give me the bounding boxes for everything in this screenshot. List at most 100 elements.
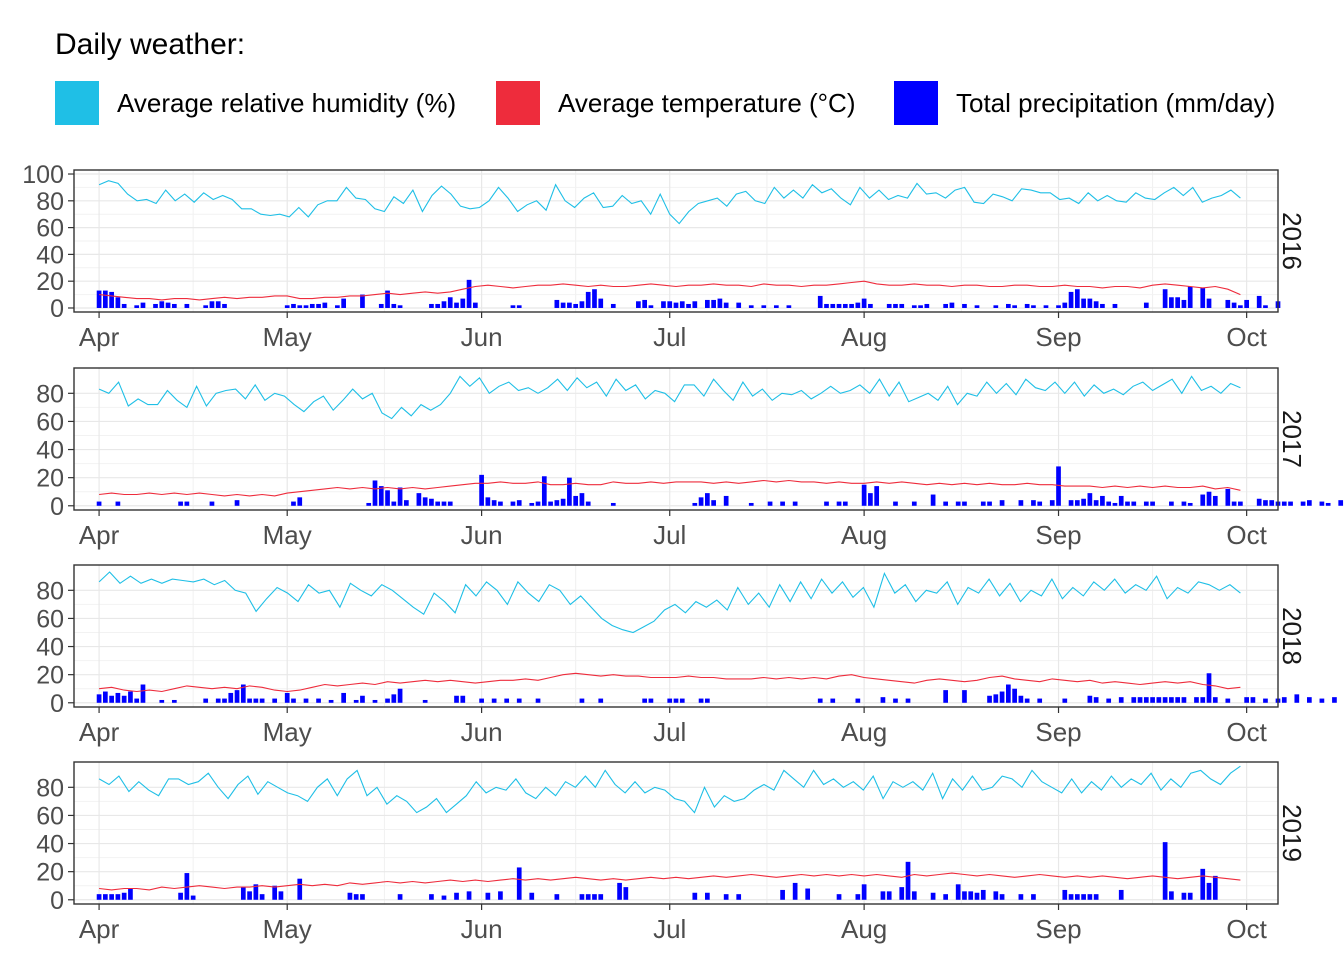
precipitation-bar [573, 495, 579, 506]
precipitation-bar [579, 894, 585, 900]
x-tick-label: Aug [841, 520, 887, 550]
precipitation-bar [786, 305, 792, 308]
precipitation-bar [1263, 305, 1268, 308]
y-tick-label: 80 [36, 188, 64, 216]
precipitation-bar [1093, 500, 1099, 506]
precipitation-bar [1106, 698, 1112, 703]
precipitation-bar [648, 698, 654, 703]
precipitation-bar [893, 303, 898, 308]
y-tick-label: 60 [36, 802, 64, 830]
precipitation-bar [585, 894, 591, 900]
precipitation-bar [372, 699, 378, 703]
precipitation-bar [1200, 868, 1206, 900]
precipitation-bar [121, 695, 127, 703]
precipitation-bar [96, 290, 102, 308]
precipitation-bar [617, 882, 622, 900]
precipitation-bar [993, 694, 999, 703]
precipitation-bar [322, 302, 328, 308]
precipitation-bar [1206, 673, 1212, 703]
precipitation-bar [692, 301, 698, 308]
precipitation-bar [1131, 697, 1137, 703]
precipitation-bar [1150, 697, 1155, 703]
precipitation-bar [1143, 697, 1149, 703]
precipitation-bar [454, 302, 459, 308]
precipitation-bar [347, 892, 353, 900]
precipitation-bar [880, 697, 886, 703]
y-tick-label: 20 [36, 662, 64, 690]
precipitation-bar [1225, 488, 1231, 506]
y-tick-label: 40 [36, 241, 64, 269]
precipitation-bar [291, 698, 296, 703]
precipitation-bar [510, 305, 516, 308]
precipitation-bar [1074, 894, 1080, 900]
precipitation-bar [974, 892, 980, 900]
x-tick-label: Aug [841, 717, 887, 747]
precipitation-bar [1212, 697, 1218, 703]
precipitation-bar [592, 894, 597, 900]
precipitation-bar [780, 889, 785, 900]
precipitation-bar [1212, 875, 1218, 900]
precipitation-bar [579, 301, 585, 308]
precipitation-bar [366, 502, 372, 506]
precipitation-bar [899, 887, 905, 900]
precipitation-bar [297, 497, 303, 506]
x-tick-label: Sep [1035, 914, 1081, 944]
precipitation-bar [1031, 500, 1036, 506]
precipitation-bar [460, 298, 466, 308]
precipitation-bar [272, 885, 278, 900]
precipitation-bar [1118, 495, 1124, 506]
precipitation-bar [698, 497, 704, 506]
precipitation-bar [291, 303, 296, 308]
precipitation-bar [297, 878, 303, 900]
y-tick-label: 0 [50, 295, 64, 323]
precipitation-bar [404, 500, 409, 506]
precipitation-bar [479, 698, 484, 703]
y-tick-label: 20 [36, 268, 64, 296]
x-tick-label: May [263, 322, 312, 352]
precipitation-bar [291, 501, 296, 506]
precipitation-bar [987, 501, 992, 506]
precipitation-bar [824, 303, 829, 308]
precipitation-bar [529, 892, 535, 900]
precipitation-bar [1169, 891, 1174, 900]
precipitation-bar [397, 894, 403, 900]
precipitation-bar [830, 698, 836, 703]
precipitation-bar [705, 698, 710, 703]
precipitation-bar [1081, 298, 1086, 308]
precipitation-bar [303, 305, 309, 308]
precipitation-bar [623, 887, 629, 900]
precipitation-bar [911, 501, 917, 506]
precipitation-bar [554, 894, 560, 900]
precipitation-bar [1169, 501, 1174, 506]
x-tick-label: Oct [1226, 717, 1267, 747]
precipitation-bar [1181, 299, 1187, 308]
x-tick-label: May [263, 520, 312, 550]
precipitation-bar [272, 698, 278, 703]
precipitation-bar [516, 698, 522, 703]
precipitation-bar [1081, 894, 1086, 900]
precipitation-bar [1307, 697, 1312, 703]
precipitation-bar [316, 698, 321, 703]
precipitation-bar [1024, 303, 1030, 308]
facet-label-2016: 2016 [1277, 212, 1307, 270]
precipitation-bar [1281, 501, 1287, 506]
precipitation-bar [441, 501, 447, 506]
precipitation-bar [1169, 297, 1174, 308]
precipitation-bar [429, 303, 434, 308]
precipitation-bar [1169, 697, 1174, 703]
precipitation-bar [385, 698, 390, 703]
precipitation-bar [642, 698, 647, 703]
precipitation-bar [1281, 697, 1287, 703]
x-tick-label: Oct [1226, 520, 1267, 550]
precipitation-bar [949, 302, 955, 308]
precipitation-bar [1024, 698, 1030, 703]
precipitation-bar [1125, 501, 1130, 506]
precipitation-bar [341, 298, 346, 308]
precipitation-bar [1194, 697, 1199, 703]
precipitation-bar [1018, 894, 1024, 900]
facet-label-2017: 2017 [1277, 410, 1307, 468]
precipitation-bar [868, 303, 873, 308]
precipitation-bar [905, 861, 911, 900]
